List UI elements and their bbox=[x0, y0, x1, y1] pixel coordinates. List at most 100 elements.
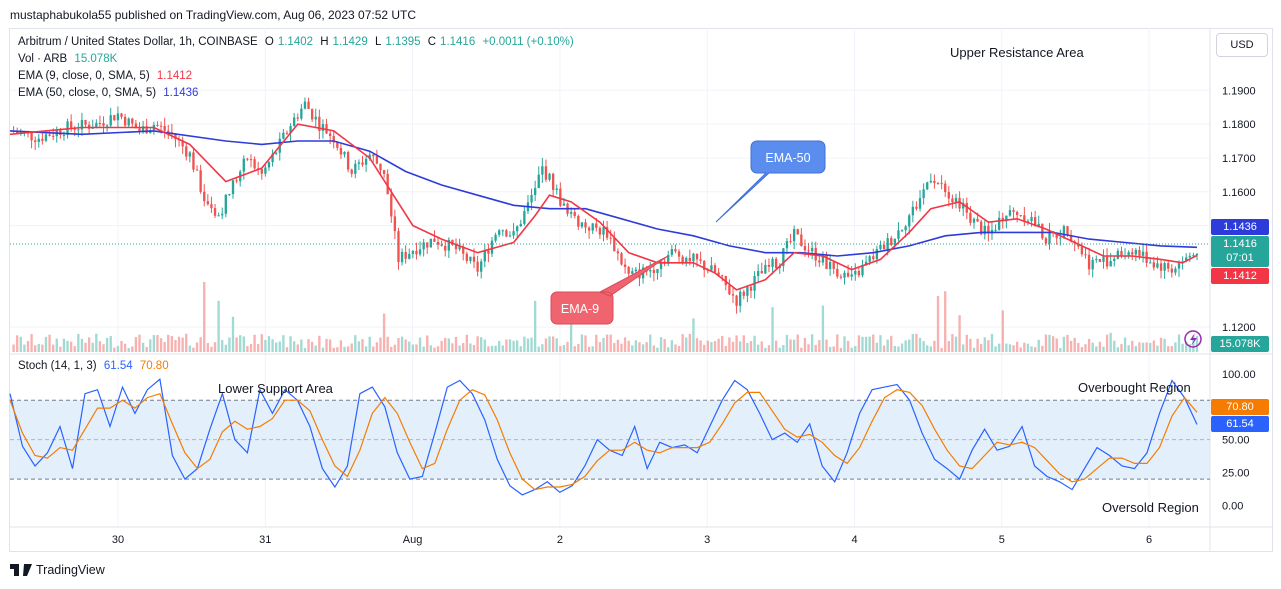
candle bbox=[34, 140, 37, 142]
candle bbox=[591, 223, 594, 231]
volume-bar bbox=[1177, 334, 1181, 352]
volume-bar bbox=[933, 340, 936, 352]
stoch-k-value: 61.54 bbox=[103, 360, 133, 372]
candle bbox=[1095, 259, 1098, 261]
volume-bar bbox=[670, 340, 674, 352]
volume-bar bbox=[595, 334, 598, 352]
volume-bar bbox=[767, 345, 771, 352]
volume-bar bbox=[800, 347, 803, 352]
volume-bar bbox=[1152, 340, 1156, 352]
ema50-line bbox=[9, 130, 1198, 257]
volume-bar bbox=[487, 346, 490, 352]
candle bbox=[569, 212, 573, 214]
candle bbox=[699, 259, 702, 261]
volume-bar bbox=[300, 339, 303, 352]
candle bbox=[447, 239, 450, 251]
volume-bar bbox=[792, 339, 796, 352]
volume-bar bbox=[965, 334, 968, 352]
candle bbox=[393, 216, 397, 232]
volume-bar bbox=[1123, 337, 1127, 352]
candle bbox=[1188, 255, 1191, 258]
candle bbox=[994, 229, 997, 231]
legend-symbol: Arbitrum / United States Dollar, 1h, COI… bbox=[18, 36, 258, 48]
candle bbox=[782, 248, 785, 267]
candle bbox=[440, 244, 443, 246]
candle bbox=[102, 123, 105, 126]
volume-bar bbox=[397, 338, 400, 352]
candle bbox=[404, 251, 407, 259]
time-tick-label: 31 bbox=[259, 534, 271, 546]
alert-bolt-icon[interactable] bbox=[1184, 330, 1202, 348]
volume-bar bbox=[926, 345, 929, 352]
candle bbox=[1062, 226, 1066, 238]
volume-bar bbox=[1188, 344, 1191, 352]
volume-bar bbox=[307, 339, 310, 352]
volume-value: 15.078K bbox=[74, 53, 118, 65]
volume-bar bbox=[1131, 340, 1134, 352]
currency-button[interactable]: USD bbox=[1216, 33, 1268, 57]
volume-bar bbox=[541, 344, 544, 352]
tradingview-logo[interactable]: TradingView bbox=[10, 563, 105, 577]
time-tick-label: 5 bbox=[999, 534, 1005, 546]
candle bbox=[375, 156, 379, 164]
candle bbox=[44, 134, 48, 141]
volume-bar bbox=[828, 347, 832, 352]
candle bbox=[282, 132, 285, 139]
volume-bar bbox=[983, 337, 986, 352]
candle bbox=[1015, 211, 1019, 216]
volume-bar bbox=[897, 346, 900, 352]
volume-bar bbox=[490, 345, 494, 352]
volume-bar bbox=[562, 345, 566, 352]
candle bbox=[1192, 255, 1195, 257]
volume-bar bbox=[469, 343, 472, 352]
volume-bar bbox=[1001, 310, 1004, 352]
candle bbox=[818, 260, 821, 263]
candle bbox=[95, 122, 98, 128]
candle bbox=[116, 113, 120, 121]
candle bbox=[900, 230, 904, 232]
candle bbox=[623, 264, 627, 268]
candle bbox=[436, 241, 440, 245]
volume-bar bbox=[1109, 332, 1112, 352]
volume-bar bbox=[818, 340, 821, 352]
volume-bar bbox=[623, 337, 627, 352]
candle bbox=[134, 123, 138, 129]
candle bbox=[350, 169, 353, 174]
volume-bar bbox=[282, 335, 285, 352]
candle bbox=[228, 194, 231, 196]
volume-bar bbox=[1026, 343, 1030, 352]
candle bbox=[105, 125, 109, 127]
candle bbox=[145, 126, 148, 134]
volume-bar bbox=[328, 339, 332, 352]
volume-bar bbox=[1087, 338, 1091, 352]
candle bbox=[976, 218, 979, 222]
candle bbox=[533, 188, 537, 195]
volume-bar bbox=[447, 338, 450, 352]
candle bbox=[1167, 263, 1170, 269]
candle bbox=[997, 217, 1001, 230]
volume-bar bbox=[48, 334, 51, 352]
volume-bar bbox=[246, 346, 249, 352]
legend-ema50-row: EMA (50, close, 0, SMA, 5) 1.1436 bbox=[18, 87, 202, 99]
candle bbox=[541, 166, 544, 175]
publisher-line: mustaphabukola55 published on TradingVie… bbox=[10, 8, 417, 22]
volume-bar bbox=[1051, 336, 1055, 352]
ema50-label: EMA (50, close, 0, SMA, 5) bbox=[18, 87, 157, 99]
candle bbox=[692, 253, 695, 262]
volume-bar bbox=[454, 336, 458, 352]
candle bbox=[203, 191, 206, 202]
candle bbox=[810, 247, 814, 252]
candle bbox=[828, 261, 832, 270]
volume-bar bbox=[66, 340, 69, 352]
stoch-d-line bbox=[9, 389, 1198, 491]
volume-bar bbox=[213, 342, 217, 352]
volume-bar bbox=[1149, 343, 1152, 352]
candle bbox=[857, 270, 861, 276]
ema9-value: 1.1412 bbox=[156, 70, 193, 82]
candle bbox=[764, 264, 767, 274]
volume-bar bbox=[1185, 341, 1188, 352]
candle bbox=[289, 126, 292, 133]
candle bbox=[598, 227, 602, 235]
volume-bar bbox=[832, 346, 835, 352]
